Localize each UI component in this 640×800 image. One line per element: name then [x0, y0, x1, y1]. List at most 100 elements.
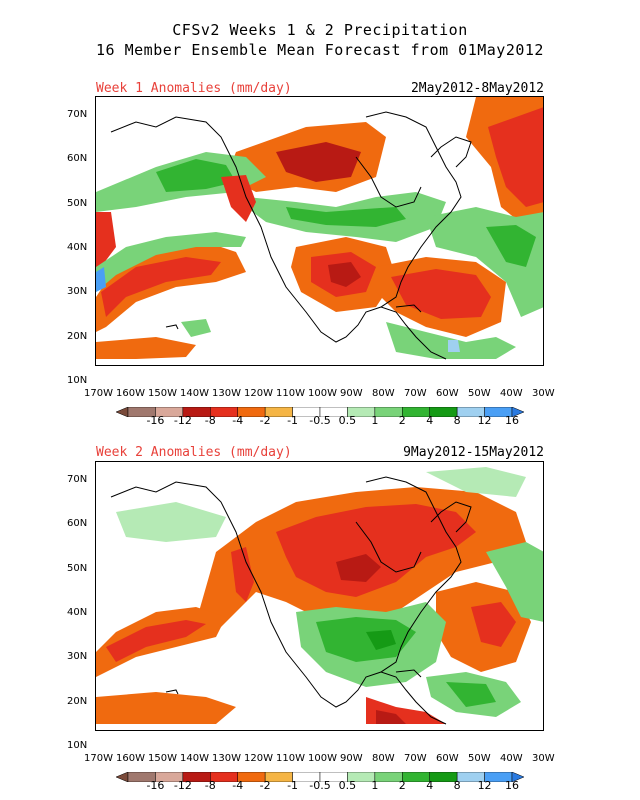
lon-tick-label: 120W — [244, 753, 273, 764]
week2-dry-west-coast — [231, 547, 254, 602]
colorbar-tick-label: 0.5 — [338, 414, 357, 427]
lon-tick-label: 30W — [532, 753, 555, 764]
week1-wet-blue-caribbean — [448, 340, 460, 352]
week1-dry-west-coast — [221, 175, 256, 222]
lat-tick-label: 10N — [67, 740, 88, 751]
lon-tick-label: 70W — [404, 388, 427, 399]
colorbar-tick-label: -8 — [204, 779, 216, 792]
lon-tick-label: 50W — [468, 388, 491, 399]
lon-tick-label: 150W — [148, 753, 177, 764]
week1-dry-tropical-pacific — [96, 337, 196, 359]
week2-wet-northwest — [116, 502, 226, 542]
lon-tick-label: 100W — [308, 388, 337, 399]
lon-tick-label: 120W — [244, 388, 273, 399]
colorbar-tick-label: 8 — [453, 779, 461, 792]
colorbar-tick-label: 4 — [426, 414, 434, 427]
colorbar-over-arrow — [511, 406, 525, 418]
lat-tick-label: 40N — [67, 607, 88, 618]
lon-tick-label: 150W — [148, 388, 177, 399]
colorbar-tick-label: -2 — [259, 779, 271, 792]
week1-colorbar — [115, 402, 525, 418]
week2-dry-max-great-lakes — [336, 554, 381, 582]
colorbar-tick-label: 2 — [398, 414, 406, 427]
colorbar-tick-label: -0.5 — [309, 414, 331, 427]
lat-tick-label: 40N — [67, 242, 88, 253]
colorbar-tick-label: 1 — [371, 779, 379, 792]
chart-title: CFSv2 Weeks 1 & 2 Precipitation 16 Membe… — [0, 20, 640, 60]
colorbar-tick-label: -1 — [287, 414, 299, 427]
lon-tick-label: 70W — [404, 753, 427, 764]
week2-colorbar — [115, 767, 525, 783]
colorbar-tick-label: 1 — [371, 414, 379, 427]
lon-tick-label: 140W — [180, 388, 209, 399]
panel1-period: 2May2012-8May2012 — [410, 81, 544, 96]
lon-tick-label: 130W — [212, 753, 241, 764]
lon-tick-label: 30W — [532, 388, 555, 399]
lat-tick-label: 20N — [67, 695, 88, 707]
colorbar-tick-label: 12 — [477, 779, 492, 792]
colorbar-tick-label: 4 — [426, 779, 434, 792]
week1-wet-tropical-blob — [181, 319, 211, 337]
colorbar-tick-label: -8 — [204, 414, 216, 427]
colorbar-tick-label: -12 — [173, 414, 192, 427]
week1-precip-fields — [96, 97, 544, 359]
lat-tick-label: 50N — [67, 197, 88, 209]
title-line-2: 16 Member Ensemble Mean Forecast from 01… — [96, 41, 544, 59]
colorbar-tick-label: 2 — [398, 779, 406, 792]
week2-dry-core-north — [276, 504, 476, 597]
title-line-1: CFSv2 Weeks 1 & 2 Precipitation — [172, 21, 468, 39]
lon-tick-label: 130W — [212, 388, 241, 399]
week2-wet-max-central-us — [366, 630, 396, 650]
week1-dry-west-edge — [96, 212, 116, 267]
week1-coastlines — [110, 111, 472, 360]
colorbar-over-arrow — [511, 771, 525, 783]
lon-tick-label: 50W — [468, 753, 491, 764]
colorbar-tick-label: -12 — [173, 779, 192, 792]
colorbar-tick-label: -2 — [259, 414, 271, 427]
week1-wet-blue-pacific — [96, 267, 106, 292]
week2-precip-fields — [96, 467, 544, 724]
lon-tick-label: 40W — [500, 388, 523, 399]
colorbar-tick-label: -16 — [146, 414, 165, 427]
week2-dry-tropical-pacific — [96, 692, 236, 724]
lon-tick-label: 160W — [116, 753, 145, 764]
lon-tick-label: 60W — [436, 753, 459, 764]
week2-dry-core-pacific — [106, 620, 206, 662]
week1-anomaly-map — [96, 97, 544, 366]
colorbar-tick-label: -16 — [146, 779, 165, 792]
week2-coastlines — [110, 476, 472, 725]
colorbar-under-arrow — [115, 406, 129, 418]
lon-tick-label: 110W — [276, 388, 305, 399]
lon-tick-label: 60W — [436, 388, 459, 399]
week1-dry-field-east-core — [488, 107, 544, 207]
week1-wet-band-central-core — [286, 207, 406, 227]
lon-tick-label: 80W — [372, 388, 395, 399]
week2-wet-north — [426, 467, 526, 497]
lon-tick-label: 40W — [500, 753, 523, 764]
lat-tick-label: 50N — [67, 562, 88, 574]
lon-tick-label: 170W — [84, 388, 113, 399]
colorbar-tick-label: 12 — [477, 414, 492, 427]
week1-wet-core-atlantic — [486, 225, 536, 267]
lon-tick-label: 90W — [340, 753, 363, 764]
week2-dry-max-caribbean — [376, 710, 406, 724]
panel2-period: 9May2012-15May2012 — [403, 445, 544, 460]
colorbar-tick-label: -4 — [232, 779, 244, 792]
week1-dry-core-pacific — [101, 257, 221, 317]
colorbar-tick-label: 0.5 — [338, 779, 357, 792]
panel2-title: Week 2 Anomalies (mm/day) — [96, 445, 292, 460]
week1-wet-pacific — [96, 232, 246, 292]
week2-wet-core-central-us — [316, 617, 416, 662]
lon-tick-label: 80W — [372, 753, 395, 764]
colorbar-tick-label: 8 — [453, 414, 461, 427]
week1-dry-core-canada — [276, 142, 361, 182]
week2-anomaly-map — [96, 462, 544, 731]
lat-tick-label: 20N — [67, 330, 88, 342]
week2-dry-core-atlantic — [471, 602, 516, 647]
lat-tick-label: 10N — [67, 375, 88, 386]
lat-tick-label: 70N — [67, 474, 88, 485]
week2-wet-core-caribbean — [446, 682, 496, 707]
colorbar-tick-label: -4 — [232, 414, 244, 427]
lon-tick-label: 90W — [340, 388, 363, 399]
week1-wet-band-north-core — [156, 159, 236, 192]
